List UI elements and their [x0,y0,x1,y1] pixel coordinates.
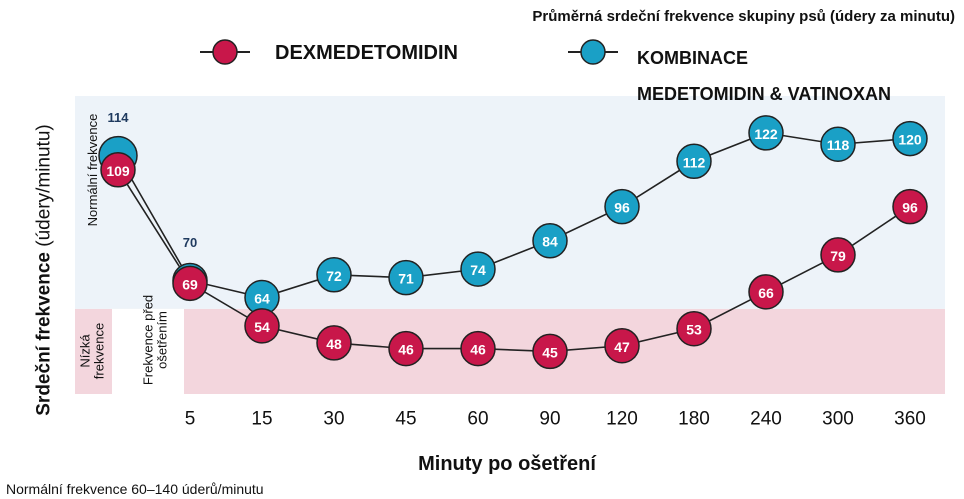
y-label-unit: (údery/minutu) [34,124,55,247]
band [75,309,945,394]
x-tick-label: 300 [822,409,854,432]
chart-title: Průměrná srdeční frekvence skupiny psů (… [532,8,955,26]
x-tick-label: 360 [894,409,926,432]
legend-marker [213,40,237,64]
x-tick-label: 90 [539,409,560,432]
x-tick-label: 5 [185,409,196,432]
chart: 114 70 64 72 71 74 84 96 112 122 118 120 109 69 54 48 46… [0,0,964,499]
data-label: 47 [614,339,630,355]
data-label: 120 [898,132,922,148]
data-label: 46 [470,342,486,358]
legend-marker [581,40,605,64]
data-label: 45 [542,344,558,360]
data-label: 79 [830,248,846,264]
x-tick-label: 30 [323,409,344,432]
data-label: 64 [254,291,270,307]
data-label: 114 [108,110,130,125]
data-label: 96 [614,200,630,216]
x-axis-title: Minuty po ošetření [418,452,596,476]
x-tick-label: 240 [750,409,782,432]
data-label: 84 [542,234,558,250]
data-label: 69 [182,276,198,292]
data-label: 53 [686,322,702,338]
data-label: 46 [398,342,414,358]
data-label: 54 [254,319,270,335]
x-tick-label: 180 [678,409,710,432]
data-label: 96 [902,200,918,216]
footnote: Normální frekvence 60–140 úderů/minutu [6,481,264,498]
legend-label: DEXMEDETOMIDIN [275,41,458,65]
x-tick-label: 45 [395,409,416,432]
data-label: 72 [326,268,342,284]
data-label: 112 [683,154,706,170]
data-label: 48 [326,336,342,352]
legend-label: KOMBINACE MEDETOMIDIN & VATINOXAN [637,40,891,112]
y-axis-title: Srdeční frekvence (údery/minutu) [34,124,57,415]
x-tick-label: 15 [251,409,272,432]
pre-treatment-label: Frekvence před ošetřením [142,295,171,385]
data-label: 109 [106,163,130,179]
x-tick-label: 60 [467,409,488,432]
data-label: 70 [183,235,197,250]
data-label: 122 [754,126,778,142]
x-tick-label: 120 [606,409,638,432]
data-label: 71 [398,271,414,287]
data-label: 74 [470,262,486,278]
y-label: Srdeční frekvence [34,252,55,416]
data-label: 118 [827,137,850,153]
data-label: 66 [758,285,774,301]
band-label: Normální frekvence [86,114,100,227]
band-label: Nízká frekvence [79,323,108,379]
